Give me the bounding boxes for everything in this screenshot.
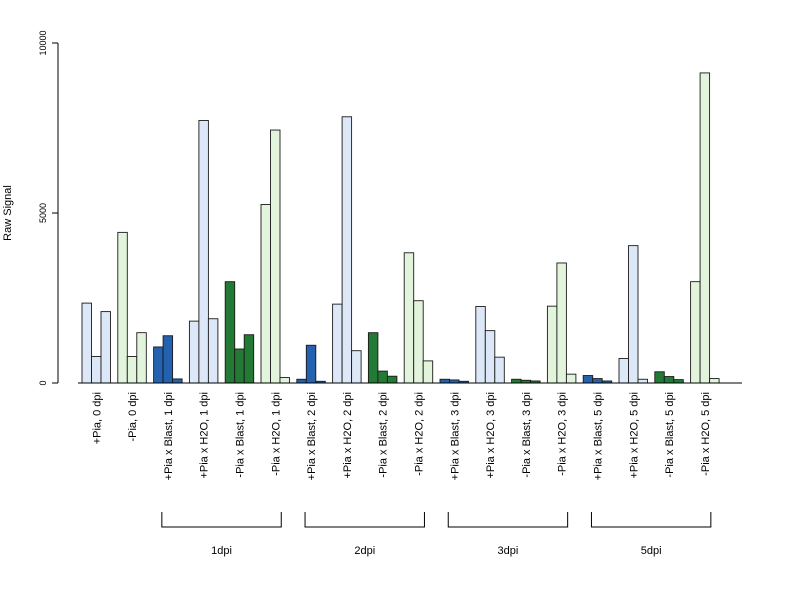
bar [172, 378, 183, 384]
bar [341, 116, 353, 384]
group-label: 1dpi [211, 545, 232, 557]
bar [556, 262, 567, 384]
x-tick-label: +Pia, 0 dpi [91, 392, 103, 444]
bar [162, 335, 174, 384]
x-tick-label: +Pia x Blast, 2 dpi [306, 392, 318, 480]
bar [279, 377, 290, 384]
x-tick-label: -Pia x Blast, 5 dpi [664, 392, 676, 478]
x-tick-label: +Pia x H2O, 2 dpi [342, 392, 354, 479]
bar [153, 346, 164, 384]
bar [565, 373, 577, 384]
group-brackets: 1dpi 2dpi 3dpi 5dpi [161, 512, 712, 557]
y-tick-label: 0 [38, 380, 48, 385]
group-label: 2dpi [354, 545, 375, 557]
bar [618, 358, 629, 384]
x-tick-label: -Pia, 0 dpi [127, 392, 139, 442]
bar [422, 360, 434, 384]
x-tick-label: -Pia x H2O, 5 dpi [700, 392, 712, 476]
bar [654, 371, 665, 384]
bar [582, 375, 594, 384]
bar [270, 129, 281, 384]
bar [709, 378, 720, 384]
bar [475, 306, 486, 384]
x-tick-label: +Pia x Blast, 1 dpi [163, 392, 175, 480]
bar [663, 376, 675, 384]
bar [439, 378, 450, 384]
group-bracket [590, 512, 712, 528]
bar [699, 72, 711, 384]
group-bracket [304, 512, 425, 528]
bar [126, 356, 138, 384]
bar [494, 356, 505, 384]
group-label: 5dpi [641, 545, 662, 557]
bar [296, 378, 307, 384]
bar [234, 348, 245, 384]
bar [198, 120, 209, 384]
x-tick-label: +Pia x Blast, 5 dpi [592, 392, 604, 480]
bar [413, 300, 424, 384]
y-tick-label: 5000 [38, 203, 48, 223]
bar [673, 379, 684, 384]
bar [332, 303, 343, 384]
x-tick-label: -Pia x Blast, 2 dpi [378, 392, 390, 478]
bar [100, 311, 111, 384]
x-tick-label: +Pia x H2O, 3 dpi [485, 392, 497, 479]
bar [386, 375, 398, 384]
y-axis: 0 5000 10000 [38, 30, 59, 386]
bar [637, 378, 648, 384]
bar [224, 281, 236, 384]
group-bracket [447, 512, 569, 528]
bar [136, 332, 147, 384]
y-axis-label: Raw Signal [2, 185, 14, 241]
bar [260, 204, 271, 384]
group-bracket [161, 512, 282, 528]
bar [628, 245, 639, 384]
x-tick-label: +Pia x H2O, 5 dpi [628, 392, 640, 479]
y-tick-label: 10000 [38, 30, 48, 55]
x-tick-label: -Pia x Blast, 1 dpi [234, 392, 246, 478]
bar [546, 305, 558, 384]
bar [117, 231, 128, 384]
bar [690, 281, 701, 384]
bar [207, 318, 219, 384]
x-tick-label: +Pia x Blast, 3 dpi [449, 392, 461, 480]
bar [484, 330, 496, 384]
bar [367, 332, 379, 384]
bar [243, 334, 255, 384]
bar [188, 320, 200, 384]
x-tick-label: -Pia x H2O, 3 dpi [557, 392, 569, 476]
bar [81, 302, 92, 384]
bar [592, 378, 603, 384]
group-label: 3dpi [498, 545, 519, 557]
bar [511, 378, 522, 384]
x-tick-label: +Pia x H2O, 1 dpi [199, 392, 211, 479]
bar [377, 370, 388, 384]
bar [351, 350, 362, 384]
bars-layer [81, 72, 720, 384]
x-tick-label: -Pia x H2O, 2 dpi [413, 392, 425, 476]
x-tick-label: -Pia x Blast, 3 dpi [521, 392, 533, 478]
bar [305, 344, 317, 384]
x-tick-label: -Pia x H2O, 1 dpi [270, 392, 282, 476]
bar [403, 252, 415, 384]
bar [91, 356, 102, 384]
x-tick-labels: +Pia, 0 dpi -Pia, 0 dpi +Pia x Blast, 1 dp… [91, 392, 712, 480]
